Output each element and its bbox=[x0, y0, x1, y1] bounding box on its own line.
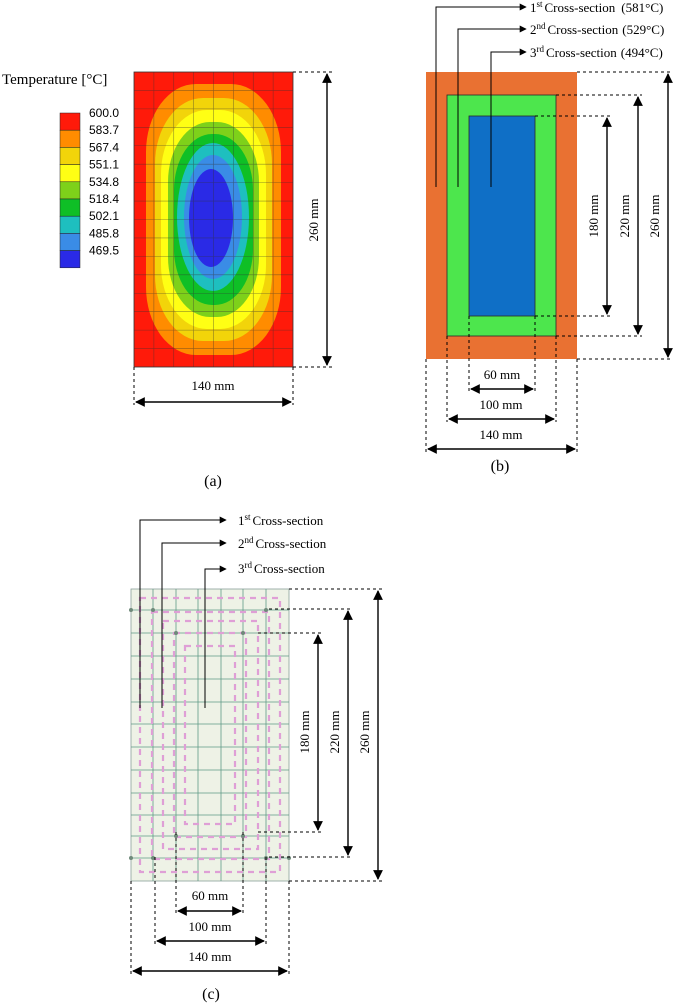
legend-swatch bbox=[59, 147, 81, 165]
dimension-260-c: 260 mm bbox=[289, 588, 383, 882]
legend-label: 551.1 bbox=[89, 158, 119, 172]
dimension-60-c: 60 mm bbox=[175, 832, 244, 916]
legend-title: Temperature [°C] bbox=[2, 72, 107, 88]
panel-c: 1st Cross-section 2nd Cross-section 3rd Cro… bbox=[129, 512, 383, 1003]
section-outlines bbox=[138, 596, 282, 874]
contour-band-469 bbox=[189, 169, 233, 267]
outline-2nd-cross-section-outer bbox=[150, 610, 271, 861]
legend-label: 534.8 bbox=[89, 175, 119, 189]
temperature-contour-plot bbox=[133, 71, 294, 368]
label-3rd-cross-section: 3rd Cross-section (494°C) bbox=[530, 44, 663, 60]
outline-1st-cross-section bbox=[138, 596, 282, 874]
legend-swatch bbox=[59, 164, 81, 183]
dimension-180-b: 180 mm bbox=[535, 115, 612, 317]
svg-text:100 mm: 100 mm bbox=[480, 397, 523, 412]
mesh-node bbox=[241, 631, 245, 635]
leader-arrow-1st bbox=[435, 3, 527, 187]
dimension-60-b: 60 mm bbox=[468, 316, 536, 394]
svg-text:140 mm: 140 mm bbox=[192, 378, 235, 393]
svg-text:220 mm: 220 mm bbox=[327, 711, 342, 754]
mesh-nodes bbox=[129, 608, 291, 860]
label-2nd-cross-section: 2nd Cross-section (529°C) bbox=[530, 21, 664, 37]
svg-text:140 mm: 140 mm bbox=[189, 949, 232, 964]
legend-label: 469.5 bbox=[89, 244, 119, 258]
leader-arrow-2nd bbox=[457, 25, 527, 187]
leader-arrow-3rd bbox=[490, 48, 527, 187]
dimension-140-b: 140 mm bbox=[425, 359, 578, 454]
svg-text:260 mm: 260 mm bbox=[357, 711, 372, 754]
panel-b: 1st Cross-section (581°C) 2nd Cross-section… bbox=[425, 0, 673, 475]
dimension-220-b: 220 mm bbox=[556, 94, 643, 337]
temperature-legend: 600.0 583.7 567.4 551.1 534.8 518.4 502.1 485.8… bbox=[59, 106, 119, 269]
leader-arrow-1st-c bbox=[139, 516, 227, 708]
legend-label: 600.0 bbox=[89, 106, 119, 120]
svg-text:100 mm: 100 mm bbox=[189, 919, 232, 934]
label-3rd-cross-section-c: 3rd Cross-section bbox=[238, 560, 325, 576]
svg-text:180 mm: 180 mm bbox=[586, 195, 601, 238]
label-1st-cross-section: 1st Cross-section (581°C) bbox=[530, 0, 663, 15]
label-2nd-cross-section-c: 2nd Cross-section bbox=[238, 535, 327, 551]
dimension-100-c: 100 mm bbox=[154, 857, 267, 946]
legend-label: 567.4 bbox=[89, 140, 119, 154]
label-1st-cross-section-c: 1st Cross-section bbox=[238, 512, 324, 528]
mesh-node bbox=[151, 608, 155, 612]
panel-a: Temperature [°C] 600.0 583.7 567.4 551.1 534… bbox=[2, 71, 333, 490]
leader-arrow-3rd-c bbox=[204, 565, 227, 708]
mesh-node bbox=[129, 856, 133, 860]
svg-text:220 mm: 220 mm bbox=[617, 195, 632, 238]
height-dimension-a: 260 mm bbox=[293, 71, 333, 368]
dimension-260-b: 260 mm bbox=[577, 71, 673, 360]
legend-swatch bbox=[59, 215, 81, 234]
legend-label: 502.1 bbox=[89, 209, 119, 223]
svg-text:60 mm: 60 mm bbox=[484, 367, 520, 382]
caption-a: (a) bbox=[204, 473, 222, 490]
width-dimension-a: 140 mm bbox=[133, 367, 294, 407]
mesh-node bbox=[174, 834, 178, 838]
legend-swatch bbox=[59, 181, 81, 200]
legend-swatch bbox=[59, 198, 81, 217]
legend-swatch bbox=[59, 129, 81, 148]
inner-cross-section-rect bbox=[468, 115, 536, 317]
mesh-node bbox=[151, 856, 155, 860]
caption-b: (b) bbox=[491, 458, 510, 475]
svg-text:260 mm: 260 mm bbox=[647, 195, 662, 238]
mesh-node bbox=[174, 631, 178, 635]
mesh-node bbox=[129, 608, 133, 612]
dimension-100-b: 100 mm bbox=[446, 336, 557, 424]
mesh-node bbox=[241, 834, 245, 838]
outline-3rd-cross-section-inner bbox=[183, 644, 237, 826]
caption-c: (c) bbox=[202, 986, 220, 1003]
dimension-180-c: 180 mm bbox=[258, 632, 323, 833]
svg-text:180 mm: 180 mm bbox=[297, 711, 312, 754]
legend-swatch bbox=[59, 250, 81, 269]
svg-text:140 mm: 140 mm bbox=[480, 427, 523, 442]
legend-swatch bbox=[59, 112, 81, 131]
legend-label: 485.8 bbox=[89, 226, 119, 240]
svg-text:260 mm: 260 mm bbox=[306, 199, 321, 242]
outline-3rd-cross-section bbox=[172, 631, 248, 839]
legend-label: 518.4 bbox=[89, 192, 119, 206]
svg-text:60 mm: 60 mm bbox=[192, 888, 228, 903]
mesh-background bbox=[130, 588, 290, 882]
dimension-140-c: 140 mm bbox=[130, 881, 290, 976]
mesh-node bbox=[264, 608, 268, 612]
legend-label: 583.7 bbox=[89, 123, 119, 137]
outline-2nd-cross-section-inner bbox=[161, 619, 260, 851]
legend-swatch bbox=[59, 233, 81, 251]
dimension-220-c: 220 mm bbox=[269, 608, 353, 858]
leader-arrow-2nd-c bbox=[161, 539, 227, 708]
